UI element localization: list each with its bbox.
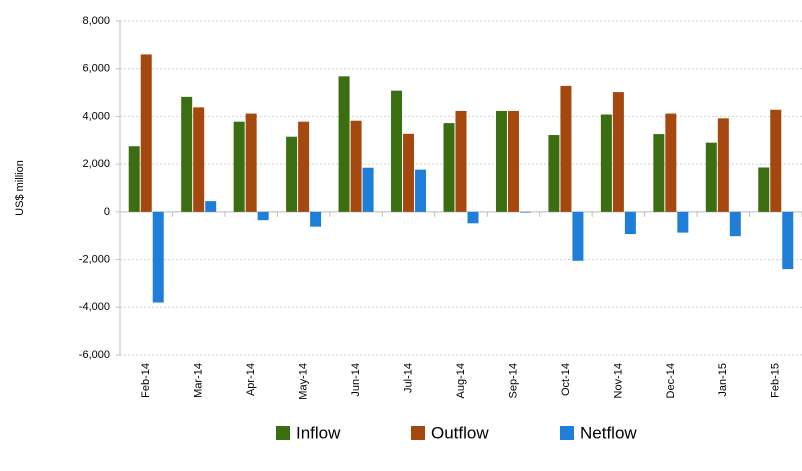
bar: [286, 136, 298, 212]
bar: [717, 118, 729, 212]
legend-swatch: [560, 426, 574, 440]
legend-text: Outflow: [431, 423, 489, 442]
legend-text: Netflow: [580, 423, 637, 442]
bar: [548, 135, 560, 212]
y-tick-label: 0: [104, 206, 110, 218]
bar: [624, 211, 636, 235]
legend-swatch: [411, 426, 425, 440]
y-tick-label: 4,000: [82, 110, 110, 122]
y-tick-label: -6,000: [79, 349, 110, 361]
bar: [758, 167, 770, 212]
y-tick-label: 8,000: [82, 15, 110, 27]
bar: [362, 167, 374, 212]
bar: [152, 211, 164, 303]
y-tick-label: -4,000: [79, 301, 110, 313]
x-tick-label: May-14: [298, 363, 310, 400]
bar: [257, 211, 269, 221]
bar: [140, 54, 152, 212]
x-tick-label: Oct-14: [560, 363, 572, 396]
y-tick-label: -2,000: [79, 253, 110, 265]
x-tick-label: Jan-15: [717, 363, 729, 397]
bar: [560, 85, 572, 212]
bar: [350, 120, 362, 212]
bar: [298, 121, 310, 212]
x-tick-label: Feb-15: [770, 363, 782, 398]
bar: [612, 92, 624, 212]
x-tick-label: Apr-14: [245, 363, 257, 396]
bar: [507, 110, 519, 212]
bar: [391, 90, 403, 212]
y-tick-label: 6,000: [82, 63, 110, 75]
bar: [245, 113, 257, 212]
bar: [782, 211, 794, 270]
legend-text: Inflow: [296, 423, 341, 442]
legend-swatch: [276, 426, 290, 440]
x-tick-label: Feb-14: [140, 363, 152, 398]
bar: [653, 134, 665, 212]
bar: [403, 133, 415, 212]
x-tick-label: Sep-14: [507, 363, 519, 398]
bar: [677, 211, 689, 233]
x-tick-label: Dec-14: [665, 363, 677, 398]
y-tick-label: 2,000: [82, 158, 110, 170]
bar: [600, 114, 612, 212]
bar: [519, 211, 531, 213]
x-tick-label: Jul-14: [402, 363, 414, 393]
bar: [455, 110, 467, 212]
bar: [233, 121, 245, 212]
bar: [205, 201, 217, 212]
bar: [128, 146, 140, 212]
x-tick-label: Nov-14: [612, 363, 624, 398]
bar: [181, 96, 193, 212]
bar: [338, 76, 350, 212]
bar: [770, 109, 782, 212]
bar: [729, 211, 741, 237]
bar: [467, 211, 479, 224]
bar: [443, 123, 455, 212]
x-tick-label: Mar-14: [193, 363, 205, 398]
bar: [193, 107, 205, 212]
bar: [495, 110, 507, 212]
x-tick-label: Jun-14: [350, 363, 362, 397]
bar: [665, 113, 677, 212]
y-axis-title: US$ million: [14, 160, 26, 216]
bar: [415, 169, 427, 212]
x-tick-label: Aug-14: [455, 363, 467, 398]
bar: [310, 211, 322, 227]
bar: [705, 142, 717, 212]
bar: [572, 211, 584, 261]
